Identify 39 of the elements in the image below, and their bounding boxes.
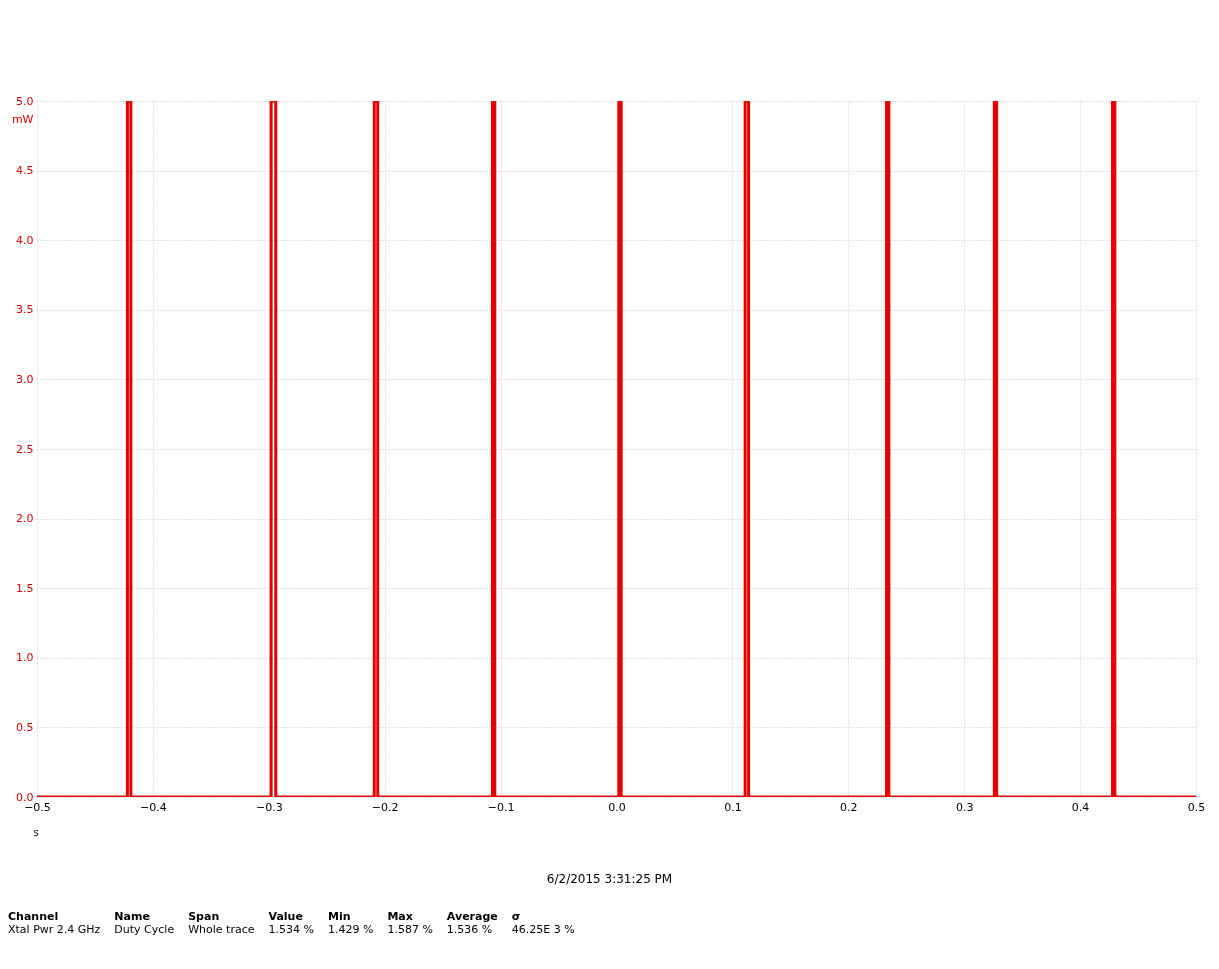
text: 1.534 % — [268, 923, 315, 936]
x-tick-label: 0.5 — [1187, 800, 1206, 814]
y-tick-label: 4.5 — [16, 164, 34, 178]
text: Value — [268, 910, 304, 923]
y-tick-label: 3.5 — [16, 303, 34, 317]
text: Duty Cycle — [114, 923, 176, 936]
x-tick-label: 0.4 — [1071, 800, 1090, 814]
y-tick-label: 2.0 — [16, 512, 34, 526]
x-tick-label: 0.0 — [608, 800, 626, 814]
y-axis-title: mW — [11, 112, 34, 126]
text: Channel — [8, 910, 60, 923]
text: Min — [327, 910, 352, 923]
text: Xtal Pwr 2.4 GHz — [8, 923, 102, 936]
y-tick-label: 4.0 — [16, 233, 34, 247]
y-tick-label: 0.5 — [16, 720, 34, 734]
text: 46.25E 3 % — [511, 923, 576, 936]
text: Max — [387, 910, 414, 923]
y-tick-label: 2.5 — [16, 442, 34, 456]
x-tick-label: −0.4 — [140, 800, 167, 814]
y-tick-label: 3.0 — [16, 372, 34, 386]
y-tick-label: 1.0 — [16, 651, 34, 665]
text: Span — [188, 910, 221, 923]
x-tick-label: −0.3 — [255, 800, 283, 814]
x-axis-title: s — [33, 826, 39, 838]
text: 6/2/2015 3:31:25 PM — [545, 872, 674, 886]
text: Name — [114, 910, 151, 923]
x-tick-label: −0.2 — [371, 800, 399, 814]
text: Whole trace — [188, 923, 256, 936]
text: σ — [511, 910, 522, 923]
text: 1.536 % — [446, 923, 494, 936]
text: Average — [446, 910, 499, 923]
x-tick-label: 0.3 — [955, 800, 974, 814]
y-tick-label: 5.0 — [16, 94, 34, 108]
y-tick-label: 1.5 — [16, 581, 34, 595]
x-tick-label: 0.1 — [724, 800, 742, 814]
x-tick-label: 0.2 — [840, 800, 858, 814]
text: 1.587 % — [387, 923, 434, 936]
x-tick-label: −0.1 — [487, 800, 515, 814]
text: 1.429 % — [327, 923, 375, 936]
